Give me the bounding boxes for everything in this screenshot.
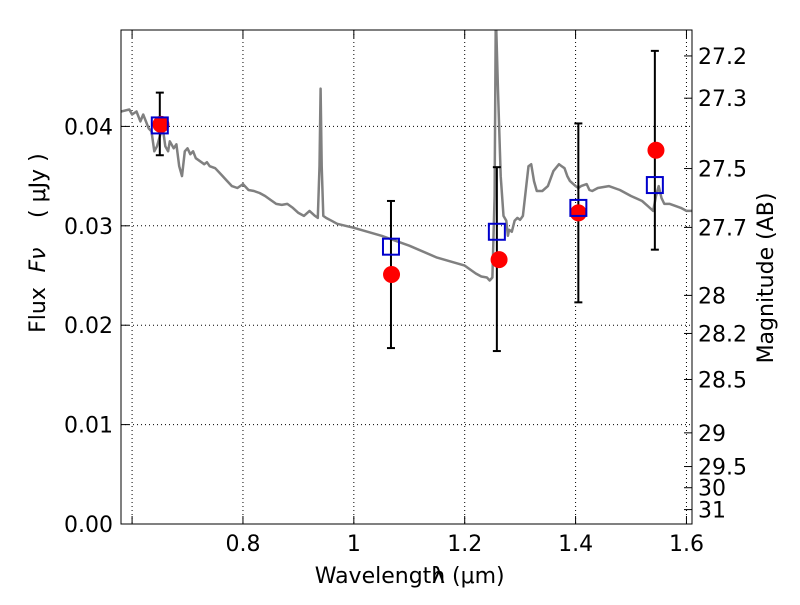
y2-axis-label: Magnitude (AB) bbox=[754, 193, 779, 364]
blue-square-point bbox=[569, 198, 588, 217]
mag-tick-label: 28.2 bbox=[698, 322, 747, 347]
x-tick-label: 1.6 bbox=[669, 532, 704, 557]
blue-square-point bbox=[381, 237, 400, 256]
x-axis-label: Wavelength bbox=[315, 564, 446, 589]
blue-square-point bbox=[487, 222, 506, 241]
y-axis-label: Flux bbox=[26, 287, 51, 333]
y-tick-label: 0.03 bbox=[64, 215, 113, 240]
x-tick-label: 1.4 bbox=[558, 532, 593, 557]
y-axis-label-group: Flux Fν ( μJy ) bbox=[26, 153, 51, 333]
axis-layer: 0.8 1 1.2 1.4 1.6 0.00 0.01 0.02 0.03 0.04 27.2 27.… bbox=[64, 30, 747, 557]
y-tick-label: 0.02 bbox=[64, 314, 113, 339]
red-circle-point bbox=[383, 266, 401, 284]
red-circle-point bbox=[569, 204, 587, 222]
spectrum-layer bbox=[121, 30, 692, 282]
x-tick-label: 1 bbox=[347, 532, 361, 557]
y-axis-unit: ( μJy ) bbox=[26, 153, 51, 218]
mag-tick-label: 31 bbox=[698, 499, 726, 524]
blue-square-point bbox=[645, 176, 664, 195]
x-tick-label: 0.8 bbox=[225, 532, 260, 557]
mag-tick-label: 28 bbox=[698, 284, 726, 309]
mag-tick-label: 29 bbox=[698, 422, 726, 447]
mag-tick-label: 27.5 bbox=[698, 158, 747, 183]
spectrum-line bbox=[121, 30, 692, 282]
red-circle-point bbox=[152, 115, 170, 133]
point-layer bbox=[150, 115, 665, 284]
mag-tick-label: 28.5 bbox=[698, 368, 747, 393]
mag-tick-label: 27.2 bbox=[698, 45, 747, 70]
y-axis-symbol: Fν bbox=[26, 248, 51, 273]
blue-square-point bbox=[150, 116, 169, 135]
y-tick-label: 0.01 bbox=[64, 414, 113, 439]
mag-tick-label: 27.7 bbox=[698, 216, 747, 241]
x-axis-symbol: λ (μm) bbox=[432, 564, 505, 589]
x-tick-label: 1.2 bbox=[447, 532, 482, 557]
mag-tick-label: 29.5 bbox=[698, 456, 747, 481]
red-circle-point bbox=[490, 251, 508, 269]
y2-axis-label-group: Magnitude (AB) bbox=[754, 193, 779, 364]
red-circle-point bbox=[647, 141, 665, 159]
mag-tick-label: 27.3 bbox=[698, 87, 747, 112]
plot-frame bbox=[120, 29, 693, 525]
y-tick-label: 0.04 bbox=[64, 115, 113, 140]
mag-tick-label: 30 bbox=[698, 477, 726, 502]
y-tick-label: 0.00 bbox=[64, 513, 113, 538]
